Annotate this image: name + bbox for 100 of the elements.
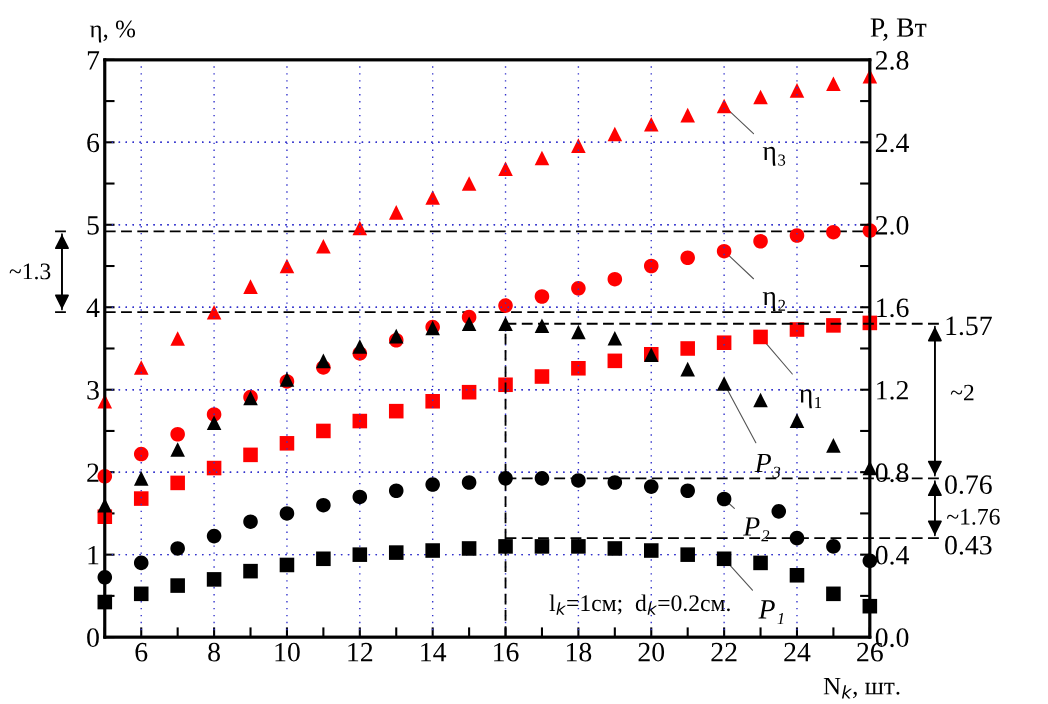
point	[826, 438, 841, 453]
point	[534, 150, 550, 166]
point	[170, 475, 185, 491]
point	[789, 567, 805, 583]
point	[316, 551, 331, 567]
y2-axis-title: P, Вт	[870, 18, 927, 41]
point	[607, 475, 623, 490]
point	[206, 528, 222, 544]
point	[352, 547, 368, 562]
point	[97, 594, 113, 610]
point	[607, 271, 623, 287]
point	[753, 392, 768, 408]
point	[316, 497, 331, 513]
annotation: l$_{k}$=1см; d$_{k}$=0.2см.	[549, 594, 730, 615]
x-tick-label: 18	[566, 642, 592, 662]
y-tick-label: 7	[87, 51, 100, 70]
text: 0.76	[945, 475, 992, 495]
point	[643, 479, 659, 494]
point	[643, 116, 659, 132]
point	[170, 331, 185, 346]
point	[352, 489, 368, 505]
x-tick-label: 10	[275, 642, 300, 662]
point	[607, 126, 623, 142]
text: ~1.76	[947, 508, 1000, 525]
point	[133, 360, 149, 375]
point	[243, 279, 258, 294]
point	[498, 539, 513, 554]
point	[425, 477, 440, 492]
point	[571, 138, 586, 153]
x-tick-label: 6	[135, 642, 148, 662]
point	[388, 545, 404, 560]
point	[571, 280, 586, 296]
point	[680, 547, 695, 562]
x-tick-label: 14	[421, 642, 447, 662]
point	[862, 598, 878, 614]
y2-tick-label: 1.2	[877, 380, 908, 400]
point	[425, 543, 440, 558]
point	[753, 555, 768, 571]
x-tick-label: 22	[711, 642, 737, 662]
text: ~2	[950, 384, 974, 401]
text: 0.43	[945, 535, 992, 555]
point	[534, 369, 550, 384]
point	[206, 572, 222, 587]
x-tick-label: 8	[208, 642, 220, 662]
point	[461, 176, 477, 191]
point	[133, 471, 149, 486]
point	[753, 89, 768, 105]
point	[643, 543, 659, 558]
point	[789, 83, 805, 98]
point	[571, 360, 586, 376]
point	[789, 530, 805, 546]
point	[571, 324, 586, 340]
point	[680, 107, 695, 123]
point	[534, 318, 550, 334]
point	[279, 506, 295, 521]
y-tick-label: 1	[88, 545, 99, 565]
y-tick-label: 6	[87, 133, 100, 153]
point	[133, 555, 149, 571]
text: ~1.3	[9, 263, 51, 280]
point	[170, 442, 185, 457]
series-label: η₃	[762, 146, 786, 166]
point	[716, 335, 732, 350]
point	[170, 541, 185, 556]
point	[388, 483, 404, 499]
point	[771, 504, 787, 519]
point	[716, 491, 732, 507]
point	[571, 473, 586, 488]
x-tick-label: 12	[348, 642, 373, 662]
point	[388, 403, 404, 419]
point	[826, 539, 841, 554]
point	[826, 224, 841, 240]
point	[170, 578, 185, 593]
point	[425, 190, 440, 205]
point	[170, 426, 185, 442]
series-label: P₂	[743, 517, 770, 542]
y2-tick-label: 1.6	[877, 298, 909, 318]
point	[680, 250, 695, 266]
point	[316, 238, 331, 254]
point	[498, 471, 513, 486]
point	[388, 328, 404, 344]
y-tick-label: 5	[87, 216, 99, 235]
series-label: η₁	[799, 389, 822, 409]
point	[716, 243, 732, 259]
x-tick-label: 24	[784, 642, 811, 662]
point	[534, 289, 550, 304]
point	[498, 161, 513, 176]
point	[826, 586, 841, 602]
series-label: P₁	[758, 600, 784, 625]
point	[826, 318, 841, 333]
point	[680, 361, 695, 377]
y-tick-label: 2	[87, 463, 99, 482]
point	[753, 329, 768, 345]
point	[461, 541, 477, 556]
point	[680, 483, 695, 499]
point	[643, 258, 659, 274]
y2-tick-label: 2.4	[875, 133, 909, 153]
point	[279, 436, 295, 451]
text: 1.57	[946, 316, 992, 336]
point	[716, 551, 732, 567]
point	[607, 541, 623, 556]
